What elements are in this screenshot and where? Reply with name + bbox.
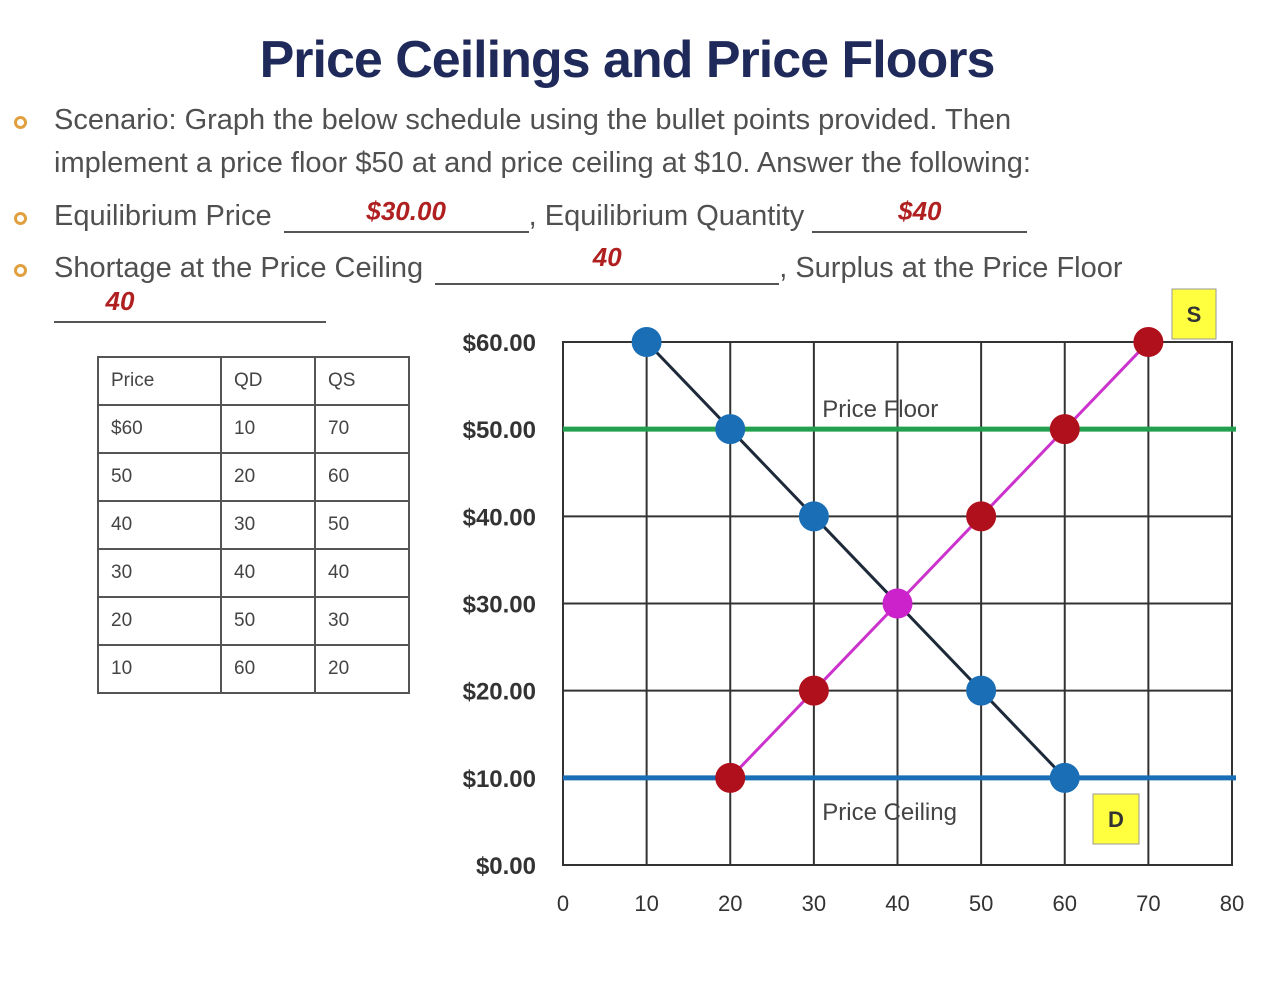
bullet-icon [14, 264, 27, 277]
x-tick-label: 20 [718, 891, 742, 916]
supply-line [729, 340, 1150, 779]
surplus-blank[interactable]: 40 [54, 286, 326, 323]
cell-qd: 30 [220, 500, 316, 550]
surplus-blank-row: 40 [54, 286, 326, 323]
shortage-answer: 40 [592, 242, 622, 272]
table-row: 50 20 60 [97, 452, 410, 502]
table-row: 10 60 20 [97, 644, 410, 694]
cell-qs: 40 [314, 548, 410, 598]
demand-line [645, 340, 1066, 779]
surplus-answer: 40 [105, 286, 135, 316]
shortage-label: Shortage at the Price Ceiling [54, 252, 424, 284]
supply-point [966, 501, 997, 532]
eq-qty-label: , Equilibrium Quantity [528, 200, 805, 232]
cell-price: 50 [97, 452, 222, 502]
demand-label-box [1092, 793, 1140, 845]
x-tick-label: 30 [802, 891, 826, 916]
eq-price-answer: $30.00 [366, 196, 446, 226]
supply-point [1133, 327, 1164, 357]
cell-qs: 50 [314, 500, 410, 550]
y-tick-label: $0.00 [476, 853, 536, 880]
shortage-blank[interactable]: 40 [435, 242, 780, 285]
page-title: Price Ceilings and Price Floors [259, 31, 996, 89]
cell-qd: 10 [220, 404, 316, 454]
cell-price: 40 [97, 500, 222, 550]
cell-qs: 70 [314, 404, 410, 454]
x-tick-label: 80 [1220, 891, 1244, 916]
supply-point [1049, 414, 1080, 445]
demand-point [966, 675, 997, 706]
x-tick-label: 10 [634, 891, 658, 916]
bullet-icon [14, 116, 27, 129]
cell-qd: 60 [220, 644, 316, 694]
header-qs: QS [314, 356, 410, 406]
surplus-label: , Surplus at the Price Floor [779, 252, 1123, 284]
cell-price: 10 [97, 644, 222, 694]
cell-price: 20 [97, 596, 222, 646]
table-row: 30 40 40 [97, 548, 410, 598]
x-tick-label: 70 [1136, 891, 1160, 916]
cell-qd: 20 [220, 452, 316, 502]
x-tick-label: 40 [885, 891, 909, 916]
eq-qty-blank[interactable]: $40 [812, 196, 1028, 233]
demand-label: D [1108, 807, 1124, 832]
y-tick-label: $40.00 [463, 504, 536, 531]
scenario-line-1: Scenario: Graph the below schedule using… [54, 104, 1012, 136]
eq-price-label: Equilibrium Price [54, 200, 272, 232]
table-header-row: Price QD QS [97, 356, 410, 406]
cell-qs: 30 [314, 596, 410, 646]
cell-price: $60 [97, 404, 222, 454]
x-tick-label: 0 [557, 891, 569, 916]
table-row: $60 10 70 [97, 404, 410, 454]
bullet-icon [14, 212, 27, 225]
y-tick-label: $20.00 [463, 679, 536, 706]
cell-qs: 60 [314, 452, 410, 502]
eq-price-blank[interactable]: $30.00 [283, 196, 529, 233]
supply-label-box [1171, 288, 1217, 340]
supply-label: S [1187, 302, 1202, 327]
x-tick-label: 60 [1053, 891, 1077, 916]
supply-point [715, 762, 746, 793]
scenario-line-2: implement a price floor $50 at and price… [54, 147, 1031, 179]
demand-point [1049, 762, 1080, 793]
cell-qs: 20 [314, 644, 410, 694]
x-tick-label: 50 [969, 891, 993, 916]
y-tick-label: $60.00 [463, 330, 536, 357]
header-price: Price [97, 356, 222, 406]
equilibrium-point [882, 588, 913, 619]
y-tick-label: $10.00 [463, 766, 536, 793]
eq-qty-answer: $40 [898, 196, 942, 226]
cell-qd: 50 [220, 596, 316, 646]
y-tick-label: $50.00 [463, 417, 536, 444]
table-row: 40 30 50 [97, 500, 410, 550]
supply-point [798, 675, 829, 706]
cell-qd: 40 [220, 548, 316, 598]
price-ceiling-label: Price Ceiling [822, 799, 957, 826]
demand-point [631, 327, 662, 357]
cell-price: 30 [97, 548, 222, 598]
schedule-table: Price QD QS $60 10 70 50 20 60 40 30 50 … [97, 356, 410, 694]
table-row: 20 50 30 [97, 596, 410, 646]
demand-point [715, 414, 746, 445]
y-tick-label: $30.00 [463, 592, 536, 619]
header-qd: QD [220, 356, 316, 406]
price-floor-label: Price Floor [822, 396, 938, 423]
demand-point [798, 501, 829, 532]
